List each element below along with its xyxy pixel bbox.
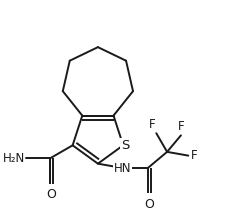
Text: F: F bbox=[178, 120, 184, 133]
Text: HN: HN bbox=[114, 162, 131, 175]
Text: S: S bbox=[121, 139, 129, 152]
Text: F: F bbox=[191, 149, 198, 162]
Text: H₂N: H₂N bbox=[3, 152, 25, 165]
Text: O: O bbox=[145, 198, 155, 211]
Text: O: O bbox=[47, 188, 57, 201]
Text: F: F bbox=[149, 118, 155, 131]
